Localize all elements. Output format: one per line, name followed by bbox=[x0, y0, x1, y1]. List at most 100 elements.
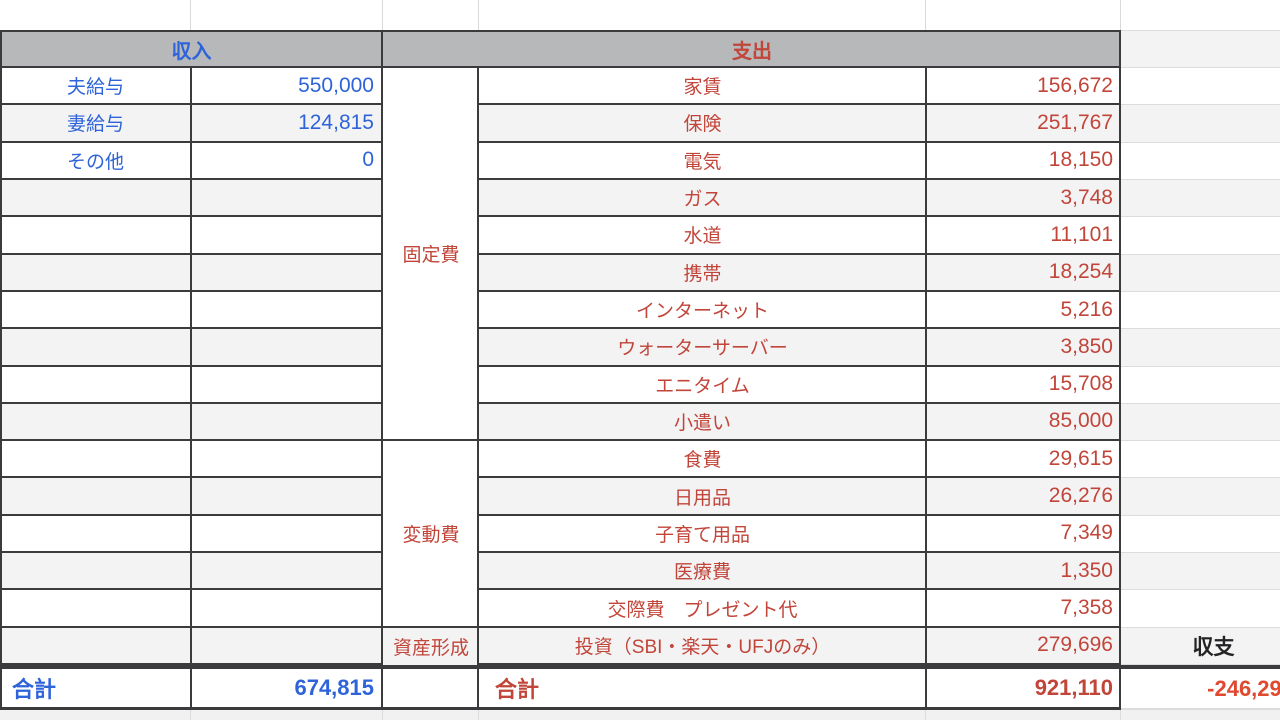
side-cell[interactable] bbox=[1121, 366, 1280, 404]
income-label-cell[interactable] bbox=[0, 329, 191, 367]
income-value-cell[interactable] bbox=[191, 627, 383, 665]
income-label-cell[interactable] bbox=[0, 179, 191, 218]
income-label-cell[interactable] bbox=[0, 366, 191, 404]
income-value-cell[interactable] bbox=[191, 590, 383, 628]
expense-value-cell[interactable]: 5,216 bbox=[926, 291, 1121, 330]
expense-label-cell[interactable]: 投資（SBI・楽天・UFJのみ） bbox=[479, 627, 926, 665]
income-label-cell[interactable] bbox=[0, 403, 191, 442]
side-cell[interactable] bbox=[1121, 403, 1280, 442]
income-value-cell[interactable] bbox=[191, 179, 383, 218]
side-cell[interactable] bbox=[1121, 515, 1280, 554]
side-cell[interactable] bbox=[1121, 142, 1280, 180]
income-label-cell[interactable] bbox=[0, 590, 191, 628]
income-label-cell[interactable] bbox=[0, 553, 191, 591]
side-cell[interactable] bbox=[1121, 68, 1280, 106]
expense-label-cell[interactable]: 食費 bbox=[479, 441, 926, 479]
income-header-cell[interactable]: 収入 bbox=[0, 30, 383, 68]
income-value-cell[interactable] bbox=[191, 329, 383, 367]
table-border bbox=[381, 30, 383, 710]
income-value-cell[interactable]: 0 bbox=[191, 142, 383, 180]
expense-value-cell[interactable]: 7,358 bbox=[926, 590, 1121, 628]
expense-label-cell[interactable]: ウォーターサーバー bbox=[479, 329, 926, 367]
income-label-cell[interactable]: 妻給与 bbox=[0, 105, 191, 143]
income-label-cell[interactable] bbox=[0, 515, 191, 554]
expense-label-cell[interactable]: エニタイム bbox=[479, 366, 926, 404]
side-cell[interactable] bbox=[1121, 217, 1280, 255]
income-value-cell[interactable]: 550,000 bbox=[191, 68, 383, 106]
expense-value-cell[interactable]: 3,850 bbox=[926, 329, 1121, 367]
expense-value-cell[interactable]: 279,696 bbox=[926, 627, 1121, 665]
income-label-cell[interactable] bbox=[0, 217, 191, 255]
expense-label-cell[interactable]: 電気 bbox=[479, 142, 926, 180]
income-value-cell[interactable] bbox=[191, 254, 383, 292]
expense-label: ウォーターサーバー bbox=[617, 338, 788, 360]
expense-label: 電気 bbox=[683, 151, 722, 173]
side-header-cell[interactable] bbox=[1121, 30, 1280, 68]
income-value-cell[interactable] bbox=[191, 478, 383, 516]
income-value-cell[interactable] bbox=[191, 553, 383, 591]
side-cell[interactable] bbox=[1121, 179, 1280, 218]
income-value-cell[interactable] bbox=[191, 366, 383, 404]
expense-value-cell[interactable]: 156,672 bbox=[926, 68, 1121, 106]
side-cell[interactable] bbox=[1121, 441, 1280, 479]
balance-value-cell[interactable]: -246,295 bbox=[1121, 665, 1280, 710]
expense-label-cell[interactable]: 水道 bbox=[479, 217, 926, 255]
expense-value-cell[interactable]: 18,150 bbox=[926, 142, 1121, 180]
side-cell[interactable] bbox=[1121, 329, 1280, 367]
expense-value-cell[interactable]: 18,254 bbox=[926, 254, 1121, 292]
expense-label-cell[interactable]: ガス bbox=[479, 179, 926, 218]
side-cell[interactable] bbox=[1121, 478, 1280, 516]
expense-label-cell[interactable]: 日用品 bbox=[479, 478, 926, 516]
side-cell[interactable] bbox=[1121, 105, 1280, 143]
expense-value-cell[interactable]: 3,748 bbox=[926, 179, 1121, 218]
expense-value-cell[interactable]: 26,276 bbox=[926, 478, 1121, 516]
expense-header-cell[interactable]: 支出 bbox=[383, 30, 1121, 68]
expense-value-cell[interactable]: 15,708 bbox=[926, 366, 1121, 404]
category-cell-variable-costs[interactable]: 変動費 bbox=[383, 441, 479, 628]
expense-label-cell[interactable]: 交際費 プレゼント代 bbox=[479, 590, 926, 628]
side-cell[interactable] bbox=[1121, 590, 1280, 628]
income-value-cell[interactable] bbox=[191, 217, 383, 255]
table-row: その他 0 電気 18,150 bbox=[0, 142, 1121, 180]
income-value-cell[interactable] bbox=[191, 291, 383, 330]
income-value-cell[interactable]: 124,815 bbox=[191, 105, 383, 143]
expense-value-cell[interactable]: 85,000 bbox=[926, 403, 1121, 442]
expense-label-cell[interactable]: 医療費 bbox=[479, 553, 926, 591]
expense-label-cell[interactable]: 携帯 bbox=[479, 254, 926, 292]
income-total-label-cell[interactable]: 合計 bbox=[0, 669, 191, 707]
income-label-cell[interactable]: その他 bbox=[0, 142, 191, 180]
expense-label: 食費 bbox=[683, 450, 722, 472]
income-label-cell[interactable] bbox=[0, 254, 191, 292]
income-label-cell[interactable] bbox=[0, 478, 191, 516]
category-cell-asset-building[interactable]: 資産形成 bbox=[383, 628, 479, 665]
side-cell[interactable] bbox=[1121, 553, 1280, 591]
expense-label-cell[interactable]: 保険 bbox=[479, 105, 926, 143]
balance-label-cell[interactable]: 収支 bbox=[1121, 627, 1280, 665]
income-value-cell[interactable] bbox=[191, 403, 383, 442]
expense-label-cell[interactable]: インターネット bbox=[479, 291, 926, 330]
side-cell[interactable] bbox=[1121, 291, 1280, 330]
income-value-cell[interactable] bbox=[191, 441, 383, 479]
income-value-cell[interactable] bbox=[191, 515, 383, 554]
category-spacer-cell[interactable] bbox=[383, 669, 479, 707]
expense-label-cell[interactable]: 小遣い bbox=[479, 403, 926, 442]
income-label-cell[interactable] bbox=[0, 627, 191, 665]
side-cell[interactable] bbox=[1121, 254, 1280, 292]
category-cell-fixed-costs[interactable]: 固定費 bbox=[383, 68, 479, 441]
expense-value-cell[interactable]: 251,767 bbox=[926, 105, 1121, 143]
expense-value-cell[interactable]: 1,350 bbox=[926, 553, 1121, 591]
expense-label: 日用品 bbox=[673, 487, 731, 509]
expense-total-label-cell[interactable]: 合計 bbox=[479, 669, 926, 707]
expense-label-cell[interactable]: 子育て用品 bbox=[479, 515, 926, 554]
expense-total-value-cell[interactable]: 921,110 bbox=[926, 669, 1121, 707]
income-label-cell[interactable] bbox=[0, 441, 191, 479]
income-total-value-cell[interactable]: 674,815 bbox=[191, 669, 383, 707]
table-body: 夫給与 550,000 家賃 156,672 妻給与 124,815 保険 bbox=[0, 68, 1121, 665]
income-total-label: 合計 bbox=[12, 677, 57, 702]
income-label-cell[interactable]: 夫給与 bbox=[0, 68, 191, 106]
income-label-cell[interactable] bbox=[0, 291, 191, 330]
expense-value-cell[interactable]: 7,349 bbox=[926, 515, 1121, 554]
expense-value-cell[interactable]: 11,101 bbox=[926, 217, 1121, 255]
expense-label-cell[interactable]: 家賃 bbox=[479, 68, 926, 106]
expense-value-cell[interactable]: 29,615 bbox=[926, 441, 1121, 479]
